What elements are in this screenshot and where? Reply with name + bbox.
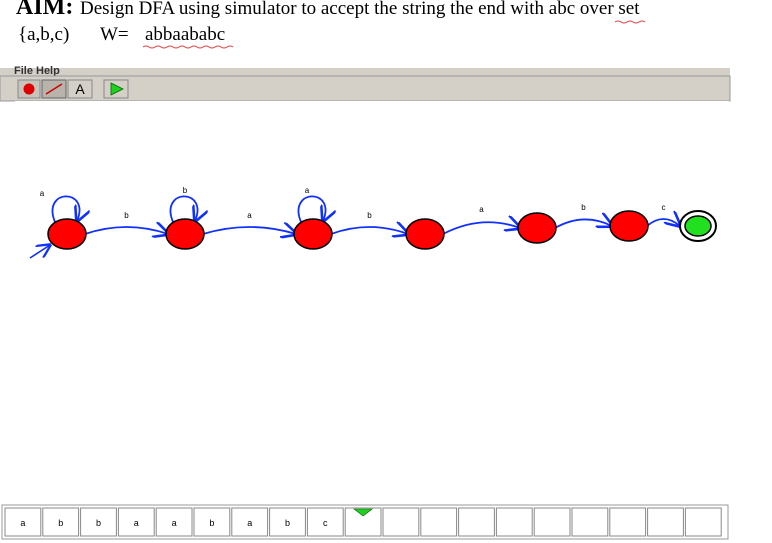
- tape-symbol: a: [134, 518, 139, 528]
- transition-edge: [646, 219, 680, 226]
- loop-edge: [51, 195, 80, 222]
- edge-label: b: [367, 211, 372, 220]
- tape-cell: [382, 507, 420, 537]
- tape-cell: [306, 507, 344, 537]
- final-state: [684, 215, 712, 237]
- menu-file[interactable]: File: [14, 65, 33, 77]
- text-tool-label: A: [75, 81, 85, 97]
- tape-symbol: b: [285, 518, 290, 528]
- transition-edge: [202, 227, 296, 234]
- tape-symbol: a: [172, 518, 177, 528]
- edge-label: a: [479, 205, 484, 214]
- state: [609, 210, 649, 242]
- tape-symbol: c: [323, 518, 328, 528]
- tape-cell: [4, 507, 42, 537]
- state: [405, 218, 445, 250]
- tape-cell: [80, 507, 117, 537]
- tape-cell: [533, 507, 571, 537]
- tape-cell: [193, 507, 231, 537]
- tape-cell: [609, 507, 647, 537]
- w-value: abbaababc: [145, 24, 225, 45]
- state: [517, 212, 557, 244]
- loop-edge: [169, 195, 198, 222]
- spell-underline: [142, 45, 234, 49]
- edge-label: a: [40, 189, 45, 198]
- tape-head: [353, 508, 373, 517]
- set-text: {a,b,c): [18, 24, 69, 45]
- tape-cell: [684, 507, 722, 537]
- transition-edge: [330, 227, 408, 234]
- transition-edge: [554, 219, 612, 229]
- edge-label: c: [662, 203, 666, 212]
- tape-cell: [571, 507, 609, 537]
- aim-text: Design DFA using simulator to accept the…: [80, 0, 640, 19]
- edge-label: b: [183, 186, 188, 195]
- edge-label: a: [247, 211, 252, 220]
- tape-cell: [647, 507, 684, 537]
- spell-underline: [614, 20, 646, 24]
- tape-symbol: b: [58, 518, 63, 528]
- tape-cell: [458, 507, 495, 537]
- edge-label: a: [305, 186, 310, 195]
- initial-arrow: [29, 245, 50, 259]
- menu-help[interactable]: Help: [36, 65, 60, 77]
- canvas: [15, 101, 729, 501]
- loop-edge: [297, 195, 326, 222]
- state: [47, 218, 87, 250]
- state-icon: [23, 83, 35, 95]
- tape-cell: [231, 507, 269, 537]
- transition-edge: [84, 227, 168, 234]
- tape-cell: [495, 507, 533, 537]
- tape-symbol: a: [247, 518, 252, 528]
- tape-cell: [117, 507, 155, 537]
- text: over set: [575, 0, 640, 19]
- transition-edge: [442, 222, 520, 235]
- text: Design DFA using simulator to accept the…: [80, 0, 549, 19]
- tape-cell: [269, 507, 306, 537]
- state: [165, 218, 205, 250]
- edge-label: b: [124, 211, 129, 220]
- tape-symbol: b: [96, 518, 101, 528]
- w-label: W=: [100, 24, 129, 45]
- state: [293, 218, 333, 250]
- transition-icon: [45, 83, 63, 95]
- tape-symbol: b: [209, 518, 214, 528]
- run-icon: [110, 82, 124, 96]
- menu-bar: [0, 68, 730, 76]
- aim-label: AIM:: [16, 0, 73, 20]
- tape-cell: [420, 507, 458, 537]
- tape-cell: [155, 507, 193, 537]
- tape-cell: [42, 507, 80, 537]
- tape-symbol: a: [20, 518, 25, 528]
- text: abc: [549, 0, 575, 19]
- edge-label: b: [581, 203, 586, 212]
- text-tool[interactable]: [67, 79, 93, 99]
